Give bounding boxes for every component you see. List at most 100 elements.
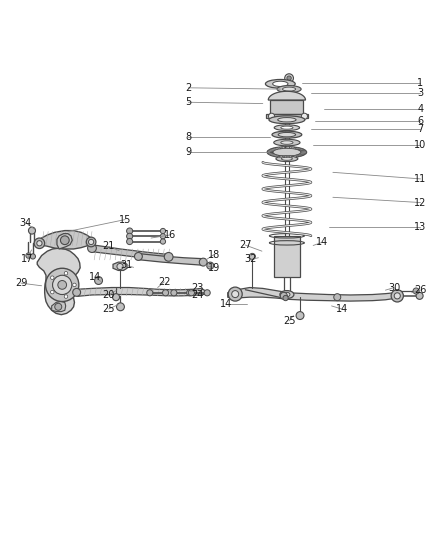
Circle shape — [160, 233, 166, 239]
Text: 2: 2 — [185, 83, 191, 93]
Polygon shape — [300, 150, 306, 151]
Circle shape — [26, 253, 31, 258]
Circle shape — [199, 258, 207, 266]
Text: 3: 3 — [417, 87, 424, 98]
Circle shape — [58, 280, 67, 289]
Text: 15: 15 — [119, 215, 131, 224]
Circle shape — [73, 288, 81, 296]
Circle shape — [207, 262, 214, 269]
Circle shape — [46, 268, 79, 302]
Text: 25: 25 — [283, 316, 295, 326]
Circle shape — [160, 229, 166, 233]
Circle shape — [416, 292, 423, 300]
Text: 8: 8 — [185, 132, 191, 142]
Ellipse shape — [274, 125, 300, 131]
Polygon shape — [291, 147, 295, 149]
Polygon shape — [113, 262, 127, 270]
Circle shape — [134, 253, 142, 260]
Text: 11: 11 — [414, 174, 427, 184]
Circle shape — [55, 303, 62, 310]
Circle shape — [164, 253, 173, 261]
Circle shape — [34, 238, 45, 248]
Polygon shape — [266, 114, 307, 118]
Circle shape — [73, 283, 76, 287]
Text: 20: 20 — [102, 290, 115, 300]
Circle shape — [60, 236, 69, 245]
Polygon shape — [284, 156, 287, 158]
Circle shape — [88, 244, 96, 253]
Circle shape — [413, 288, 419, 294]
Text: 18: 18 — [208, 249, 220, 260]
Polygon shape — [267, 152, 273, 153]
Circle shape — [187, 290, 193, 296]
Text: 27: 27 — [239, 240, 251, 250]
Polygon shape — [296, 155, 302, 156]
Circle shape — [301, 113, 307, 119]
Circle shape — [86, 237, 96, 247]
Polygon shape — [274, 155, 279, 157]
Circle shape — [268, 113, 275, 119]
Text: 1: 1 — [417, 78, 424, 88]
Polygon shape — [300, 153, 307, 154]
Text: 14: 14 — [220, 299, 233, 309]
Ellipse shape — [269, 116, 305, 124]
Ellipse shape — [278, 118, 296, 122]
Polygon shape — [287, 147, 290, 148]
Circle shape — [162, 290, 169, 296]
Circle shape — [50, 276, 54, 279]
Polygon shape — [269, 149, 275, 150]
Polygon shape — [37, 231, 93, 249]
Ellipse shape — [281, 126, 293, 129]
Text: 7: 7 — [417, 124, 424, 134]
Text: 29: 29 — [15, 278, 27, 288]
Ellipse shape — [265, 79, 295, 88]
Text: 23: 23 — [191, 284, 203, 293]
Polygon shape — [272, 148, 278, 150]
Polygon shape — [137, 253, 205, 265]
Polygon shape — [297, 149, 304, 150]
Ellipse shape — [273, 148, 301, 156]
Circle shape — [95, 277, 102, 285]
Text: 5: 5 — [185, 97, 191, 107]
Text: 31: 31 — [120, 260, 132, 270]
Ellipse shape — [281, 157, 293, 160]
Polygon shape — [276, 147, 281, 149]
Circle shape — [127, 238, 133, 245]
Circle shape — [147, 290, 153, 296]
Text: 26: 26 — [414, 285, 427, 295]
Circle shape — [287, 76, 291, 80]
Circle shape — [127, 233, 133, 239]
Polygon shape — [281, 147, 285, 148]
Ellipse shape — [280, 290, 294, 298]
Text: 4: 4 — [417, 104, 424, 114]
Circle shape — [127, 228, 133, 234]
Text: 10: 10 — [414, 140, 427, 150]
Polygon shape — [91, 245, 170, 260]
Circle shape — [64, 295, 68, 298]
Circle shape — [296, 312, 304, 319]
Ellipse shape — [281, 141, 293, 144]
Circle shape — [113, 294, 120, 301]
Text: 22: 22 — [158, 277, 170, 287]
Text: 16: 16 — [164, 230, 176, 240]
Circle shape — [280, 292, 287, 300]
Text: 13: 13 — [414, 222, 427, 232]
Text: 21: 21 — [102, 241, 115, 252]
Circle shape — [37, 241, 42, 246]
Circle shape — [28, 227, 35, 234]
Polygon shape — [279, 156, 283, 157]
Ellipse shape — [272, 81, 288, 86]
Text: 12: 12 — [414, 198, 427, 207]
Circle shape — [117, 263, 123, 270]
Polygon shape — [293, 156, 297, 157]
Polygon shape — [57, 233, 72, 249]
Polygon shape — [274, 236, 300, 277]
Text: 14: 14 — [336, 304, 348, 314]
Circle shape — [394, 293, 400, 299]
Circle shape — [160, 239, 166, 244]
Polygon shape — [289, 156, 293, 158]
Circle shape — [228, 287, 242, 301]
Polygon shape — [228, 287, 399, 301]
Circle shape — [171, 290, 177, 296]
Circle shape — [249, 253, 255, 260]
